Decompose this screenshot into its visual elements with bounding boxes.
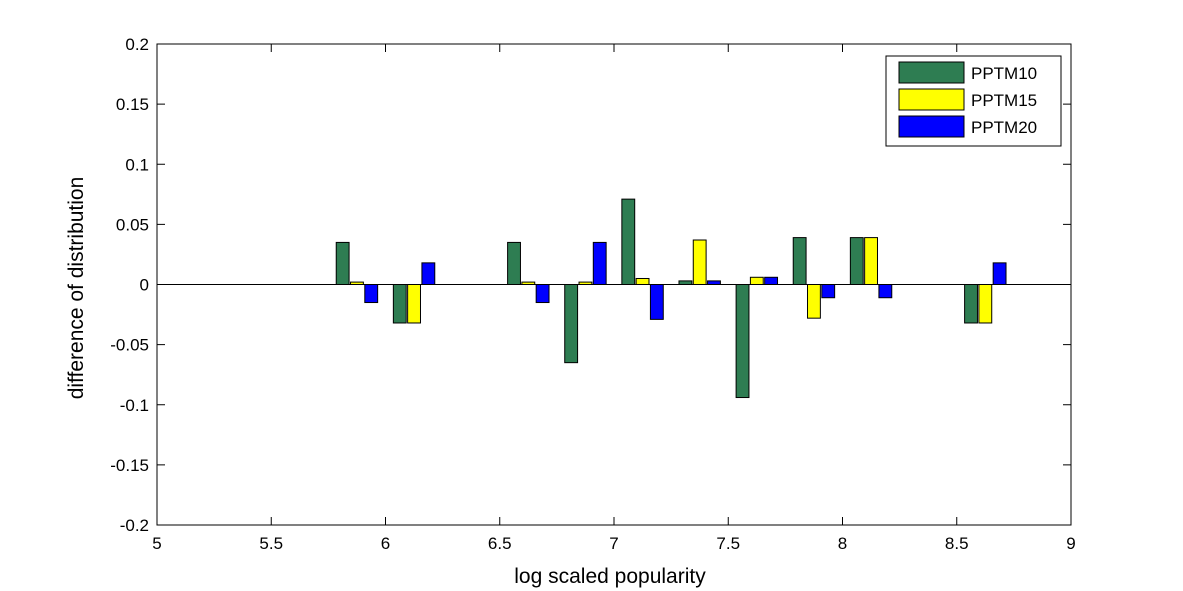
bar-pptm15-3 [578, 281, 593, 286]
bar-pptm10-5 [678, 280, 693, 285]
x-tick-label: 8 [838, 534, 847, 553]
legend-label: PPTM20 [971, 118, 1037, 137]
bar-pptm15-2 [521, 281, 536, 286]
legend-label: PPTM15 [971, 91, 1037, 110]
x-axis: 5 5.5 6 6.5 7 7.5 8 8.5 9 [152, 44, 1076, 553]
bar-pptm10-7 [792, 237, 807, 285]
bar-pptm15-5 [692, 239, 707, 286]
x-tick-label: 6.5 [488, 534, 512, 553]
bar-pptm15-7 [807, 284, 821, 319]
x-tick-label: 8.5 [945, 534, 969, 553]
y-tick-label: -0.1 [120, 396, 149, 415]
bar-pptm20-6 [764, 276, 779, 286]
bar-pptm10-9 [964, 284, 978, 324]
legend-swatch-pptm20 [898, 115, 965, 138]
bar-series-pptm15 [350, 237, 993, 324]
y-tick-label: 0.05 [116, 215, 149, 234]
bar-pptm20-7 [821, 284, 836, 299]
bar-pptm20-3 [592, 241, 607, 286]
legend: PPTM10 PPTM15 PPTM20 [885, 55, 1062, 147]
legend-swatch-pptm15 [898, 88, 965, 111]
legend-label: PPTM10 [971, 64, 1037, 83]
y-tick-label: 0.2 [125, 35, 149, 54]
bar-pptm15-1 [407, 284, 421, 324]
x-tick-label: 7.5 [716, 534, 740, 553]
x-tick-label: 6 [381, 534, 390, 553]
x-tick-label: 5 [152, 534, 161, 553]
y-tick-label: -0.05 [110, 336, 149, 355]
bar-pptm20-1 [421, 262, 436, 286]
bar-pptm15-4 [635, 277, 650, 285]
bar-pptm20-5 [707, 280, 721, 285]
bar-pptm15-8 [864, 237, 878, 285]
bar-pptm15-0 [350, 281, 364, 286]
bar-pptm15-9 [978, 284, 993, 324]
bar-pptm10-6 [735, 284, 750, 399]
x-axis-label: log scaled popularity [514, 565, 706, 588]
y-tick-label: 0.1 [125, 155, 149, 174]
y-tick-label: 0.15 [116, 95, 149, 114]
y-tick-label: 0 [140, 276, 149, 295]
bar-pptm20-8 [878, 284, 893, 299]
bar-pptm10-8 [849, 237, 864, 285]
x-tick-label: 7 [609, 534, 618, 553]
legend-swatch-pptm10 [898, 61, 965, 84]
y-tick-label: -0.2 [120, 516, 149, 535]
bar-pptm20-4 [649, 284, 664, 320]
bar-pptm10-1 [392, 284, 407, 324]
y-axis-label: difference of distribution [65, 177, 88, 400]
bar-series-group [335, 198, 1007, 399]
bar-pptm10-0 [335, 241, 350, 286]
bar-series-pptm10 [335, 198, 978, 399]
x-tick-label: 9 [1066, 534, 1075, 553]
y-tick-label: -0.15 [110, 456, 149, 475]
bar-pptm15-6 [749, 276, 764, 286]
bar-pptm10-3 [564, 284, 579, 364]
bar-pptm10-4 [621, 198, 636, 285]
bar-pptm20-2 [535, 284, 550, 304]
bar-series-pptm20 [364, 241, 1007, 320]
bar-pptm10-2 [507, 241, 521, 286]
y-axis: 0.2 0.15 0.1 0.05 0 -0.05 -0.1 -0.15 -0.2 [110, 35, 1071, 535]
bar-pptm20-0 [364, 284, 379, 304]
bar-pptm20-9 [992, 262, 1007, 286]
x-tick-label: 5.5 [259, 534, 283, 553]
